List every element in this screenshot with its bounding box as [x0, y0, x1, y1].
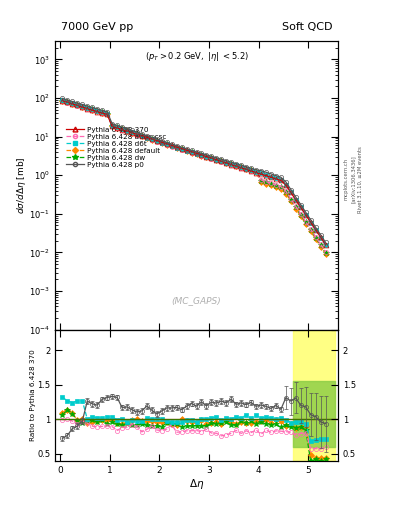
Pythia 6.428 370: [239, 165, 244, 171]
Pythia 6.428 atlas-csc: [239, 165, 244, 171]
Pythia 6.428 p0: [160, 138, 164, 144]
Pythia 6.428 d6t: [214, 157, 219, 163]
Pythia 6.428 dw: [219, 158, 224, 164]
Pythia 6.428 370: [60, 97, 65, 103]
Line: Pythia 6.428 p0: Pythia 6.428 p0: [61, 96, 328, 245]
X-axis label: $\Delta\eta$: $\Delta\eta$: [189, 477, 204, 492]
Pythia 6.428 atlas-csc: [60, 98, 65, 104]
Y-axis label: $d\sigma/d\Delta\eta\ \mathrm{[mb]}$: $d\sigma/d\Delta\eta\ \mathrm{[mb]}$: [15, 157, 28, 214]
Pythia 6.428 default: [105, 111, 110, 117]
Pythia 6.428 d6t: [105, 111, 110, 117]
Pythia 6.428 370: [323, 242, 328, 248]
Pythia 6.428 default: [239, 164, 244, 170]
Text: Soft QCD: Soft QCD: [282, 23, 332, 32]
Pythia 6.428 dw: [239, 164, 244, 170]
Pythia 6.428 d6t: [323, 242, 328, 248]
Pythia 6.428 d6t: [60, 97, 65, 103]
Legend: Pythia 6.428 370, Pythia 6.428 atlas-csc, Pythia 6.428 d6t, Pythia 6.428 default: Pythia 6.428 370, Pythia 6.428 atlas-csc…: [64, 125, 167, 169]
Pythia 6.428 atlas-csc: [323, 249, 328, 255]
Pythia 6.428 370: [160, 139, 164, 145]
Line: Pythia 6.428 default: Pythia 6.428 default: [61, 99, 328, 256]
Pythia 6.428 dw: [160, 140, 164, 146]
Pythia 6.428 atlas-csc: [214, 157, 219, 163]
Pythia 6.428 p0: [323, 240, 328, 246]
Pythia 6.428 p0: [204, 152, 209, 158]
Line: Pythia 6.428 atlas-csc: Pythia 6.428 atlas-csc: [61, 99, 328, 254]
Pythia 6.428 dw: [323, 249, 328, 255]
Pythia 6.428 atlas-csc: [105, 111, 110, 117]
Pythia 6.428 d6t: [239, 164, 244, 170]
Pythia 6.428 p0: [219, 156, 224, 162]
Y-axis label: Ratio to Pythia 6.428 370: Ratio to Pythia 6.428 370: [29, 349, 36, 441]
Pythia 6.428 default: [214, 157, 219, 163]
Pythia 6.428 p0: [60, 95, 65, 101]
Pythia 6.428 dw: [60, 97, 65, 103]
Pythia 6.428 default: [60, 98, 65, 104]
Pythia 6.428 atlas-csc: [160, 140, 164, 146]
Pythia 6.428 370: [105, 112, 110, 118]
Pythia 6.428 default: [204, 154, 209, 160]
Pythia 6.428 d6t: [219, 158, 224, 164]
Line: Pythia 6.428 370: Pythia 6.428 370: [60, 98, 328, 247]
Pythia 6.428 dw: [204, 154, 209, 160]
Text: $(p_T > 0.2\ \mathrm{GeV},\ |\eta|\ < 5.2)$: $(p_T > 0.2\ \mathrm{GeV},\ |\eta|\ < 5.…: [145, 50, 248, 62]
Pythia 6.428 dw: [214, 157, 219, 163]
Text: mcplots.cern.ch: mcplots.cern.ch: [344, 158, 349, 200]
Pythia 6.428 370: [219, 158, 224, 164]
Text: [arXiv:1306.3436]: [arXiv:1306.3436]: [351, 155, 356, 203]
Pythia 6.428 370: [204, 154, 209, 160]
Text: Rivet 3.1.10, ≥2M events: Rivet 3.1.10, ≥2M events: [358, 146, 363, 212]
Pythia 6.428 d6t: [160, 140, 164, 146]
Pythia 6.428 default: [219, 158, 224, 164]
Text: (MC_GAPS): (MC_GAPS): [172, 296, 221, 305]
Pythia 6.428 d6t: [204, 154, 209, 160]
Pythia 6.428 p0: [105, 109, 110, 115]
Pythia 6.428 default: [323, 251, 328, 257]
Pythia 6.428 p0: [239, 162, 244, 168]
Pythia 6.428 370: [214, 157, 219, 163]
Line: Pythia 6.428 dw: Pythia 6.428 dw: [60, 98, 328, 255]
Pythia 6.428 p0: [214, 155, 219, 161]
Line: Pythia 6.428 d6t: Pythia 6.428 d6t: [61, 98, 328, 247]
Pythia 6.428 dw: [105, 111, 110, 117]
Text: 7000 GeV pp: 7000 GeV pp: [61, 23, 133, 32]
Pythia 6.428 atlas-csc: [204, 154, 209, 160]
Pythia 6.428 atlas-csc: [219, 159, 224, 165]
Pythia 6.428 default: [160, 140, 164, 146]
